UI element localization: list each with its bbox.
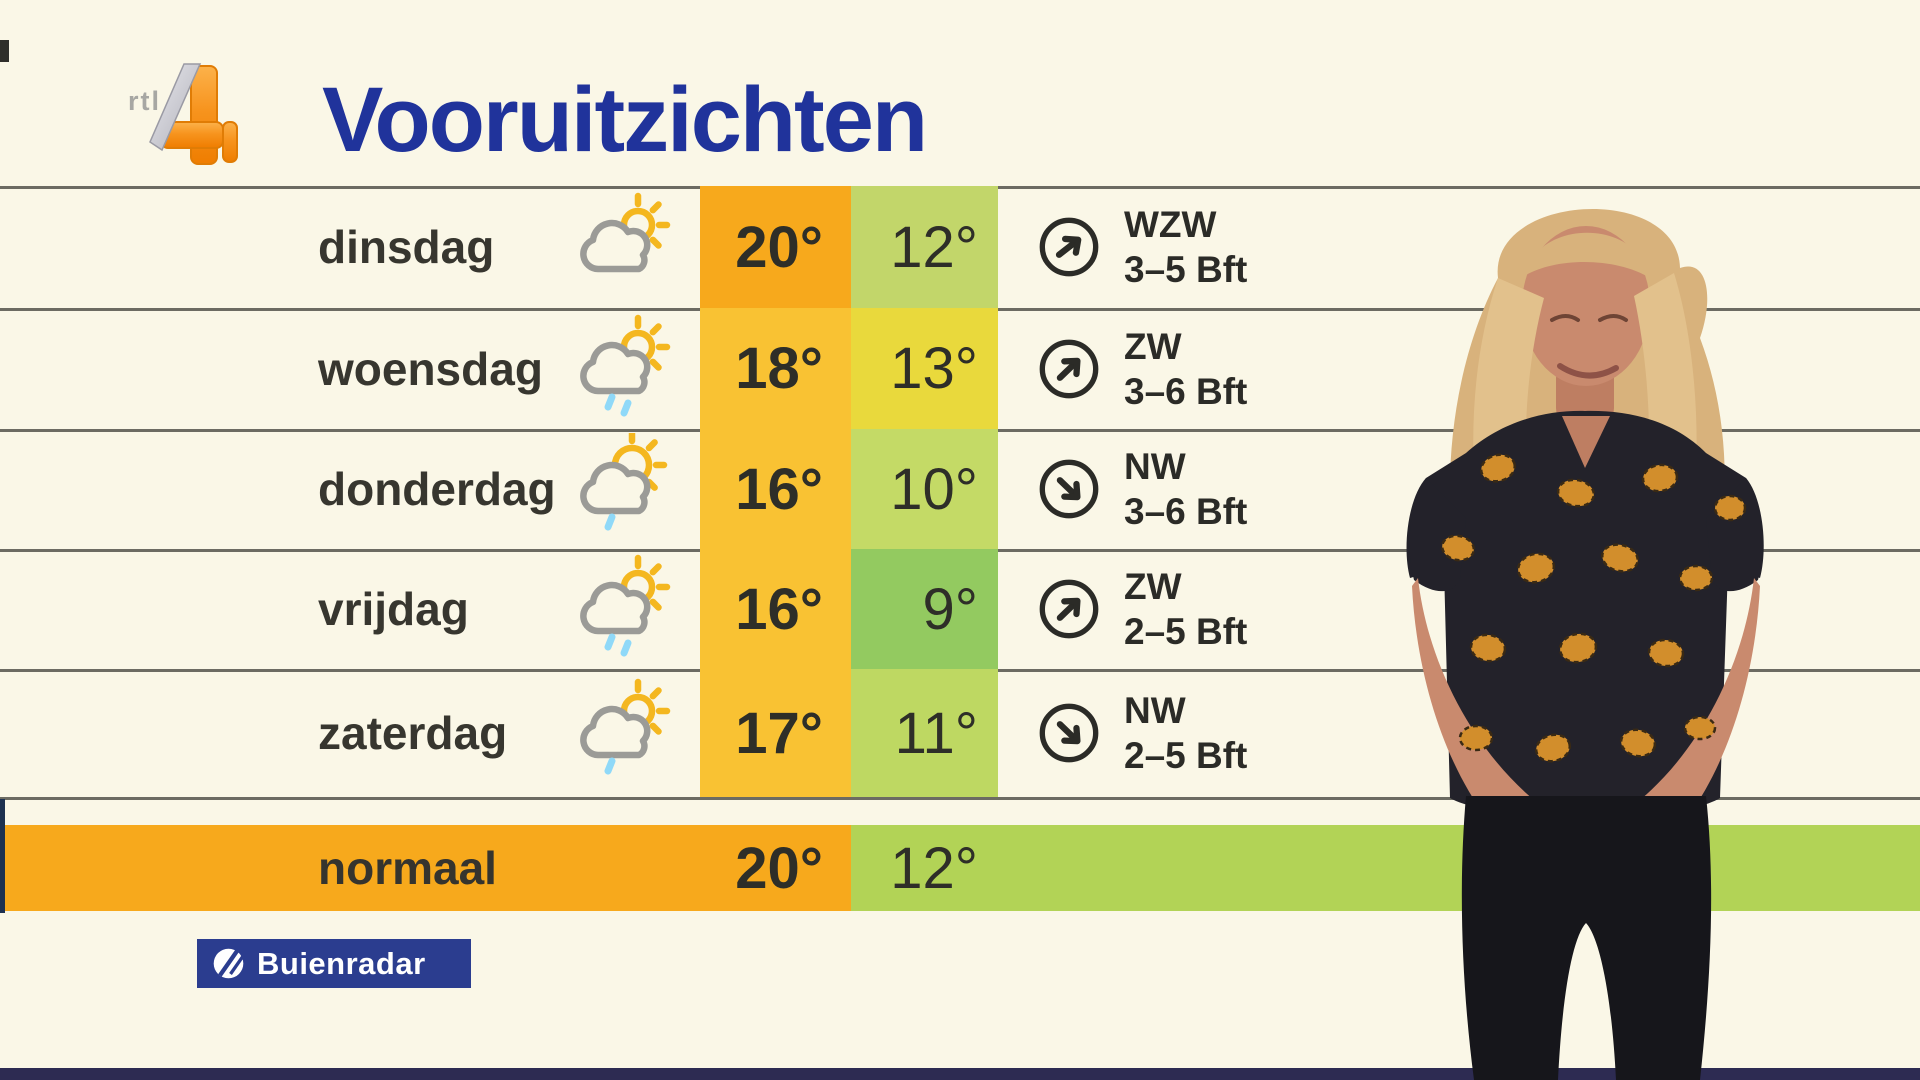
- rtl4-logo-4-icon: [149, 63, 238, 165]
- weather-presenter: [1406, 209, 1764, 1080]
- weather-icon: [568, 429, 680, 545]
- day-label: vrijdag: [318, 583, 469, 635]
- buienradar-logo: Buienradar: [197, 939, 471, 988]
- normal-max-temp: 20°: [735, 835, 823, 901]
- screen-bottom-edge: [0, 1068, 1920, 1080]
- wind-direction-label: NW: [1124, 690, 1186, 731]
- buienradar-logo-text: Buienradar: [257, 945, 426, 981]
- rtl4-logo: rtl: [128, 58, 248, 170]
- wind-direction-icon: [1036, 456, 1102, 522]
- normal-label: normaal: [318, 842, 497, 894]
- wind-direction-icon: [1036, 700, 1102, 766]
- max-temp-cell: 17°: [700, 669, 851, 797]
- wind-force-label: 3–5 Bft: [1124, 249, 1248, 290]
- weather-icon: [568, 313, 680, 425]
- min-temp-cell: 9°: [851, 549, 998, 669]
- wind-direction-label: WZW: [1124, 204, 1217, 245]
- max-temp-cell: 20°: [700, 186, 851, 308]
- wind-info: NW 3–6 Bft: [1036, 429, 1247, 549]
- wind-direction-icon: [1036, 576, 1102, 642]
- normal-values-row: normaal 20° 12°: [0, 825, 1920, 911]
- forecast-row: vrijdag 16° 9° ZW 2–5 Bft: [0, 549, 1920, 669]
- forecast-row: zaterdag 17° 11° NW 2–5 Bft: [0, 669, 1920, 797]
- weather-icon: [568, 677, 680, 789]
- rtl-logo-text: rtl: [128, 86, 161, 116]
- normal-min-temp: 12°: [890, 835, 978, 901]
- wind-info: WZW 3–5 Bft: [1036, 186, 1247, 308]
- weather-icon: [568, 553, 680, 665]
- row-divider: [0, 797, 1920, 800]
- screen-edge-mark: [0, 799, 5, 913]
- wind-direction-label: ZW: [1124, 325, 1182, 367]
- weather-icon: [568, 191, 680, 303]
- wind-info: ZW 3–6 Bft: [1036, 308, 1247, 429]
- day-label: dinsdag: [318, 221, 495, 273]
- normal-min-band: [851, 825, 1920, 911]
- min-temp-cell: 13°: [851, 308, 998, 429]
- wind-force-label: 3–6 Bft: [1124, 491, 1248, 532]
- forecast-row: donderdag 16° 10° NW 3–6 Bft: [0, 429, 1920, 549]
- min-temp-cell: 12°: [851, 186, 998, 308]
- forecast-row: dinsdag 20° 12° WZW 3–5 Bft: [0, 186, 1920, 308]
- buienradar-radar-icon: [213, 948, 245, 979]
- wind-direction-icon: [1036, 214, 1102, 280]
- day-label: zaterdag: [318, 707, 508, 759]
- day-label: donderdag: [318, 463, 556, 515]
- wind-direction-label: ZW: [1124, 566, 1182, 607]
- wind-force-label: 3–6 Bft: [1124, 370, 1248, 412]
- screen-edge-mark: [0, 40, 9, 62]
- page-title: Vooruitzichten: [322, 69, 928, 171]
- min-temp-cell: 10°: [851, 429, 998, 549]
- day-label: woensdag: [318, 342, 543, 395]
- wind-direction-label: NW: [1124, 446, 1186, 487]
- wind-info: NW 2–5 Bft: [1036, 669, 1247, 797]
- forecast-row: woensdag 18° 13° ZW 3–6 Bft: [0, 308, 1920, 429]
- max-temp-cell: 16°: [700, 429, 851, 549]
- normal-max-band: [0, 825, 851, 911]
- max-temp-cell: 16°: [700, 549, 851, 669]
- wind-info: ZW 2–5 Bft: [1036, 549, 1247, 669]
- wind-force-label: 2–5 Bft: [1124, 611, 1248, 652]
- min-temp-cell: 11°: [851, 669, 998, 797]
- wind-direction-icon: [1036, 336, 1102, 402]
- wind-force-label: 2–5 Bft: [1124, 735, 1248, 776]
- max-temp-cell: 18°: [700, 308, 851, 429]
